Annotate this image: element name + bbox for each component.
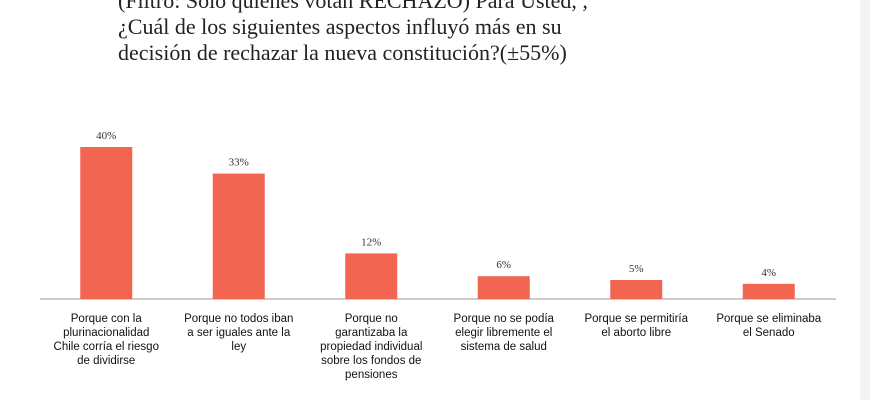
data-label-2: 33%: [229, 157, 249, 169]
category-label-2: Porque no todos iban a ser iguales ante l…: [184, 313, 293, 353]
category-label-line: plurinacionalidad: [63, 327, 149, 339]
title-line-3: decisión de rechazar la nueva constituci…: [118, 40, 567, 65]
bar-6: [742, 283, 795, 299]
category-label-line: Chile corría el riesgo: [54, 341, 159, 353]
chart-title: (Filtro: Solo quienes votan RECHAZO) Par…: [118, 0, 718, 66]
category-label-line: sobre los fondos de: [321, 355, 421, 367]
category-label-4: Porque no se podía elegir libremente el si…: [454, 313, 555, 353]
bar-1: [80, 147, 133, 299]
data-label-5: 5%: [629, 263, 644, 275]
title-line-1: (Filtro: Solo quienes votan RECHAZO) Par…: [118, 0, 588, 13]
data-label-3: 12%: [361, 236, 381, 248]
category-label-line: pensiones: [345, 369, 398, 381]
category-label-5: Porque se permitiría el aborto libre: [584, 313, 688, 339]
bar-2: [212, 173, 265, 299]
category-label-line: Porque no: [345, 313, 398, 325]
category-label-1: Porque con la plurinacionalidad Chile corr…: [54, 313, 159, 367]
category-label-line: de dividirse: [77, 355, 135, 367]
category-label-line: Porque no se podía: [454, 313, 555, 325]
data-label-1: 40%: [96, 130, 116, 142]
bar-4: [477, 276, 530, 299]
category-label-line: Porque no todos iban: [184, 313, 293, 325]
data-label-4: 6%: [496, 259, 511, 271]
category-label-3: Porque no garantizaba la propiedad individ…: [320, 313, 422, 381]
bar-5: [610, 280, 663, 299]
category-label-line: Porque se permitiría: [584, 313, 688, 325]
category-label-line: a ser iguales ante la: [187, 327, 291, 339]
category-label-line: Porque con la: [71, 313, 143, 325]
category-label-line: propiedad individual: [320, 341, 422, 353]
category-label-6: Porque se eliminaba el Senado: [716, 313, 821, 339]
category-label-line: elegir libremente el: [455, 327, 552, 339]
category-label-line: ley: [231, 341, 246, 353]
category-label-line: garantizaba la: [335, 327, 408, 339]
category-label-line: Porque se eliminaba: [716, 313, 821, 325]
data-label-6: 4%: [761, 267, 776, 279]
category-label-line: el aborto libre: [601, 327, 671, 339]
category-label-line: sistema de salud: [461, 341, 547, 353]
bar-3: [345, 253, 398, 299]
title-line-2: ¿Cuál de los siguientes aspectos influyó…: [118, 14, 562, 39]
category-label-line: el Senado: [743, 327, 795, 339]
page-edge: [860, 0, 870, 400]
